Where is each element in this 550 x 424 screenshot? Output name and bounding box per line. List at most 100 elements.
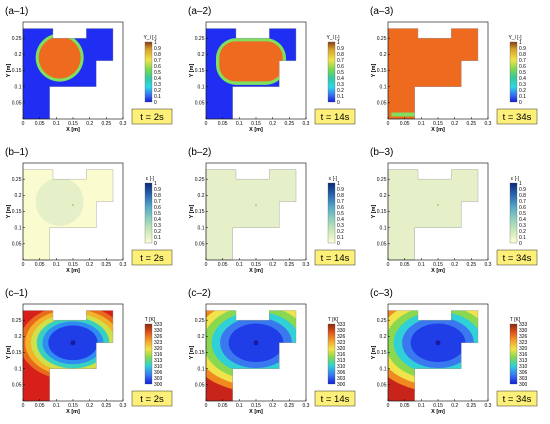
colorbar: [144, 323, 153, 385]
x-axis-label: X [m]: [249, 268, 263, 274]
time-label: t = 2s: [140, 394, 164, 405]
colorbar-tick-label: 0.1: [337, 235, 344, 241]
colorbar: [327, 182, 336, 244]
panel-label: (c–2): [188, 288, 211, 299]
y-axis-label: Y [m]: [6, 346, 12, 360]
x-tick-label: 0: [205, 121, 208, 127]
colorbar-tick-label: 0.9: [337, 187, 344, 193]
colorbar-tick-label: 0.9: [154, 46, 161, 52]
contour-field: [206, 28, 296, 119]
time-label: t = 14s: [321, 394, 350, 405]
panel-1-3: (a–3) 0 0.05 0.1 0.15 0.2 0.25 0.3 0.05 0.1 0.15 0.…: [370, 6, 538, 133]
panel-label: (b–1): [5, 147, 28, 158]
x-tick-label: 0.25: [466, 121, 476, 127]
time-label: t = 14s: [321, 112, 350, 123]
colorbar-tick-label: 333: [154, 322, 163, 328]
x-tick-label: 0.1: [236, 262, 243, 268]
panel-1-1: (a–1) 0 0.05 0.1 0.15 0.2 0.25 0.3 0.05 0.1 0.15 0.…: [5, 6, 173, 133]
colorbar-tick-label: 1: [337, 181, 340, 187]
panel-label: (a–3): [370, 6, 393, 17]
time-label: t = 34s: [503, 394, 532, 405]
colorbar-tick-label: 0: [337, 241, 340, 247]
y-tick-label: 0.25: [377, 36, 387, 42]
cold-core: [435, 340, 441, 346]
reaction-front: [391, 112, 415, 117]
y-axis-label: Y [m]: [189, 64, 195, 78]
time-label: t = 14s: [321, 253, 350, 264]
porosity-field: [206, 169, 296, 260]
x-tick-label: 0.25: [284, 262, 294, 268]
colorbar-tick-label: 0.5: [519, 211, 526, 217]
plot-area: 0 0.05 0.1 0.15 0.2 0.25 0.3 0.05 0.1 0.15 0.2 0.25…: [189, 162, 310, 274]
y-tick-label: 0.05: [195, 101, 205, 107]
colorbar-tick-label: 0.8: [519, 52, 526, 58]
panel-3-1: (c–1) 0 0.05 0.1 0.15 0.2 0.25 0.3 0.05 0.1 0.15 0.…: [5, 288, 173, 415]
x-tick-label: 0.15: [251, 121, 261, 127]
colorbar-tick-label: 320: [154, 346, 163, 352]
colorbar-tick-label: 0.3: [337, 82, 344, 88]
x-tick-label: 0.05: [35, 262, 45, 268]
colorbar-tick-label: 330: [337, 328, 346, 334]
contour-field: [23, 310, 113, 401]
colorbar: [509, 41, 518, 103]
x-tick-label: 0: [387, 403, 390, 409]
colorbar-tick-label: 313: [337, 358, 346, 364]
x-tick-label: 0.3: [303, 262, 310, 268]
x-tick-label: 0.3: [120, 121, 127, 127]
y-tick-label: 0.15: [195, 68, 205, 74]
contour-field: [23, 169, 113, 260]
plot-area: 0 0.05 0.1 0.15 0.2 0.25 0.3 0.05 0.1 0.15 0.2 0.25…: [371, 162, 492, 274]
colorbar-tick-label: 1: [519, 40, 522, 46]
domain-outline: [387, 310, 479, 402]
x-tick-label: 0.15: [68, 403, 78, 409]
colorbar-tick-label: 306: [154, 370, 163, 376]
domain-outline: [22, 169, 114, 261]
x-tick-label: 0.1: [236, 121, 243, 127]
time-badge: [131, 108, 173, 125]
y-axis-label: Y [m]: [189, 346, 195, 360]
y-tick-label: 0.1: [380, 225, 387, 231]
x-tick-label: 0.2: [451, 262, 458, 268]
y-tick-label: 0.1: [15, 84, 22, 90]
colorbar-tick-label: 0.3: [519, 82, 526, 88]
time-label: t = 2s: [140, 112, 164, 123]
porosity-field: [388, 169, 478, 260]
domain-outline: [22, 28, 114, 120]
colorbar-tick-label: 313: [519, 358, 528, 364]
x-tick-label: 0.2: [86, 121, 93, 127]
colorbar-tick-label: 0: [154, 241, 157, 247]
colorbar-tick-label: 313: [154, 358, 163, 364]
colorbar-tick-label: 320: [519, 346, 528, 352]
colorbar-tick-label: 323: [519, 340, 528, 346]
colorbar-tick-label: 326: [337, 334, 346, 340]
x-tick-label: 0.1: [418, 121, 425, 127]
converted-region: [219, 41, 283, 82]
colorbar-tick-label: 0.6: [337, 205, 344, 211]
x-tick-label: 0.3: [485, 262, 492, 268]
y-tick-label: 0.05: [12, 383, 22, 389]
time-badge: [496, 108, 538, 125]
y-axis-label: Y [m]: [189, 205, 195, 219]
center-marker: [255, 204, 257, 206]
cold-core: [253, 340, 259, 346]
x-tick-label: 0.2: [451, 121, 458, 127]
y-tick-label: 0.1: [198, 84, 205, 90]
y-tick-label: 0.05: [195, 242, 205, 248]
colorbar-tick-label: 1: [154, 40, 157, 46]
colorbar-title: T [K]: [145, 317, 156, 323]
y-tick-label: 0.1: [380, 366, 387, 372]
colorbar-title: Y_l [-]: [326, 35, 340, 41]
x-tick-label: 0.05: [400, 262, 410, 268]
colorbar-tick-label: 0.1: [519, 94, 526, 100]
x-tick-label: 0.15: [251, 262, 261, 268]
colorbar-tick-label: 0.5: [154, 70, 161, 76]
colorbar-tick-label: 316: [519, 352, 528, 358]
x-axis-label: X [m]: [431, 268, 445, 274]
x-tick-label: 0.15: [68, 262, 78, 268]
time-badge: [496, 249, 538, 266]
y-tick-label: 0.25: [12, 36, 22, 42]
colorbar-tick-label: 0.9: [519, 187, 526, 193]
time-badge: [314, 390, 356, 407]
colorbar-tick-label: 300: [154, 382, 163, 388]
